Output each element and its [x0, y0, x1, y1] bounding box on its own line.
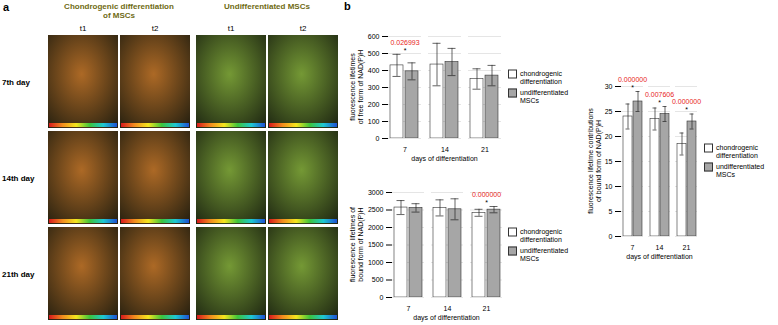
svg-text:of bound form of NAD(P)H: of bound form of NAD(P)H [595, 120, 603, 202]
svg-text:t2: t2 [152, 24, 159, 33]
svg-text:*: * [485, 199, 488, 206]
svg-text:0.000000: 0.000000 [618, 76, 647, 83]
svg-text:500: 500 [368, 50, 380, 57]
svg-text:*: * [685, 106, 688, 113]
svg-text:1000: 1000 [368, 259, 384, 266]
svg-text:21: 21 [481, 146, 489, 153]
svg-text:1500: 1500 [368, 241, 384, 248]
html-text:undifferentiated MSCs: undifferentiated MSCs [520, 246, 569, 261]
svg-text:7: 7 [403, 146, 407, 153]
svg-text:400: 400 [368, 67, 380, 74]
svg-text:of free form of NAD(P)H: of free form of NAD(P)H [357, 50, 365, 125]
html-text:undifferentiated MSCs: undifferentiated MSCs [520, 88, 569, 104]
svg-text:100: 100 [368, 118, 380, 125]
svg-text:14: 14 [656, 244, 664, 251]
svg-text:Undifferentiated MSCs: Undifferentiated MSCs [224, 2, 310, 11]
html-text:chondrogenic differentiation: chondrogenic differentiation [716, 143, 758, 159]
svg-text:0: 0 [376, 135, 380, 142]
svg-text:t2: t2 [300, 24, 307, 33]
svg-text:14: 14 [444, 305, 452, 312]
svg-text:21th day: 21th day [2, 270, 35, 279]
svg-text:0.000000: 0.000000 [472, 191, 501, 198]
svg-text:0: 0 [609, 233, 613, 240]
svg-text:21: 21 [683, 244, 691, 251]
svg-text:*: * [404, 47, 407, 54]
svg-text:200: 200 [368, 101, 380, 108]
svg-text:a: a [3, 1, 10, 13]
svg-text:days of differentiation: days of differentiation [411, 155, 478, 163]
svg-text:600: 600 [368, 33, 380, 40]
svg-text:of MSCs: of MSCs [103, 11, 136, 20]
svg-text:*: * [658, 99, 661, 106]
svg-text:0.026993: 0.026993 [390, 39, 419, 46]
svg-text:7th day: 7th day [2, 78, 31, 87]
svg-text:300: 300 [368, 84, 380, 91]
svg-text:21: 21 [483, 305, 491, 312]
svg-text:2000: 2000 [368, 224, 384, 231]
html-text:chondrogenic differentiation: chondrogenic differentiation [520, 69, 562, 85]
svg-text:14: 14 [441, 146, 449, 153]
html-text:b: b [344, 0, 351, 12]
html-text:undifferentiated MSCs: undifferentiated MSCs [716, 162, 765, 178]
svg-text:0.000000: 0.000000 [672, 98, 701, 105]
svg-text:25: 25 [605, 108, 613, 115]
svg-text:500: 500 [372, 276, 384, 283]
svg-text:t1: t1 [80, 24, 87, 33]
svg-text:0.007606: 0.007606 [645, 91, 674, 98]
svg-text:fluorescence lifetime contribu: fluorescence lifetime contributions [587, 108, 594, 214]
svg-text:30: 30 [605, 83, 613, 90]
svg-text:5: 5 [609, 208, 613, 215]
svg-text:*: * [631, 84, 634, 91]
svg-text:fluorescence lifetimes of: fluorescence lifetimes of [349, 207, 356, 282]
svg-text:bound form of NAD(P)H: bound form of NAD(P)H [357, 207, 365, 281]
svg-text:Chondrogenic differentiation: Chondrogenic differentiation [64, 2, 174, 11]
svg-text:10: 10 [605, 183, 613, 190]
svg-text:t1: t1 [228, 24, 235, 33]
svg-text:fluorescence lifetimes: fluorescence lifetimes [349, 53, 356, 121]
svg-text:15: 15 [605, 158, 613, 165]
svg-text:7: 7 [407, 305, 411, 312]
svg-text:2500: 2500 [368, 206, 384, 213]
svg-text:20: 20 [605, 133, 613, 140]
svg-text:days of differentiation: days of differentiation [626, 253, 693, 261]
svg-text:3000: 3000 [368, 189, 384, 196]
svg-text:days of differentiation: days of differentiation [413, 314, 480, 322]
svg-text:14th day: 14th day [2, 174, 35, 183]
html-text:chondrogenic differentiation: chondrogenic differentiation [520, 227, 562, 242]
svg-text:0: 0 [380, 294, 384, 301]
svg-text:7: 7 [631, 244, 635, 251]
